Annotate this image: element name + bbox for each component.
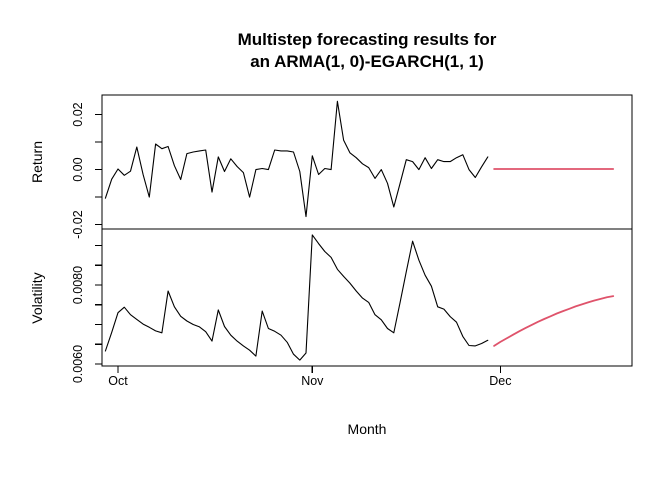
observed-volatility-line <box>104 234 489 361</box>
panel-border <box>101 94 633 230</box>
y-tick-label: 0.02 <box>71 102 85 126</box>
y-tick-label: -0.02 <box>71 210 85 239</box>
y-tick-label: 0.00 <box>71 157 85 181</box>
y-tick-label: 0.0080 <box>71 266 85 304</box>
x-axis-label-month: Month <box>348 421 387 437</box>
chart-title-line1: Multistep forecasting results for <box>238 30 497 49</box>
plot-layer: 0.02 0.00 -0.02 0.0080 0.0060 Oct Nov Dec <box>71 94 633 388</box>
chart-title-line2: an ARMA(1, 0)-EGARCH(1, 1) <box>250 52 484 71</box>
x-tick-label: Oct <box>108 374 128 388</box>
y-tick-label: 0.0060 <box>71 345 85 383</box>
y-axis-label-return: Return <box>29 141 45 183</box>
forecast-volatility-line <box>493 295 615 347</box>
x-tick-label: Dec <box>489 374 511 388</box>
x-tick-label: Nov <box>301 374 324 388</box>
y-axis-label-volatility: Volatility <box>29 272 45 323</box>
panel-border <box>101 228 633 367</box>
observed-return-line <box>104 100 489 218</box>
